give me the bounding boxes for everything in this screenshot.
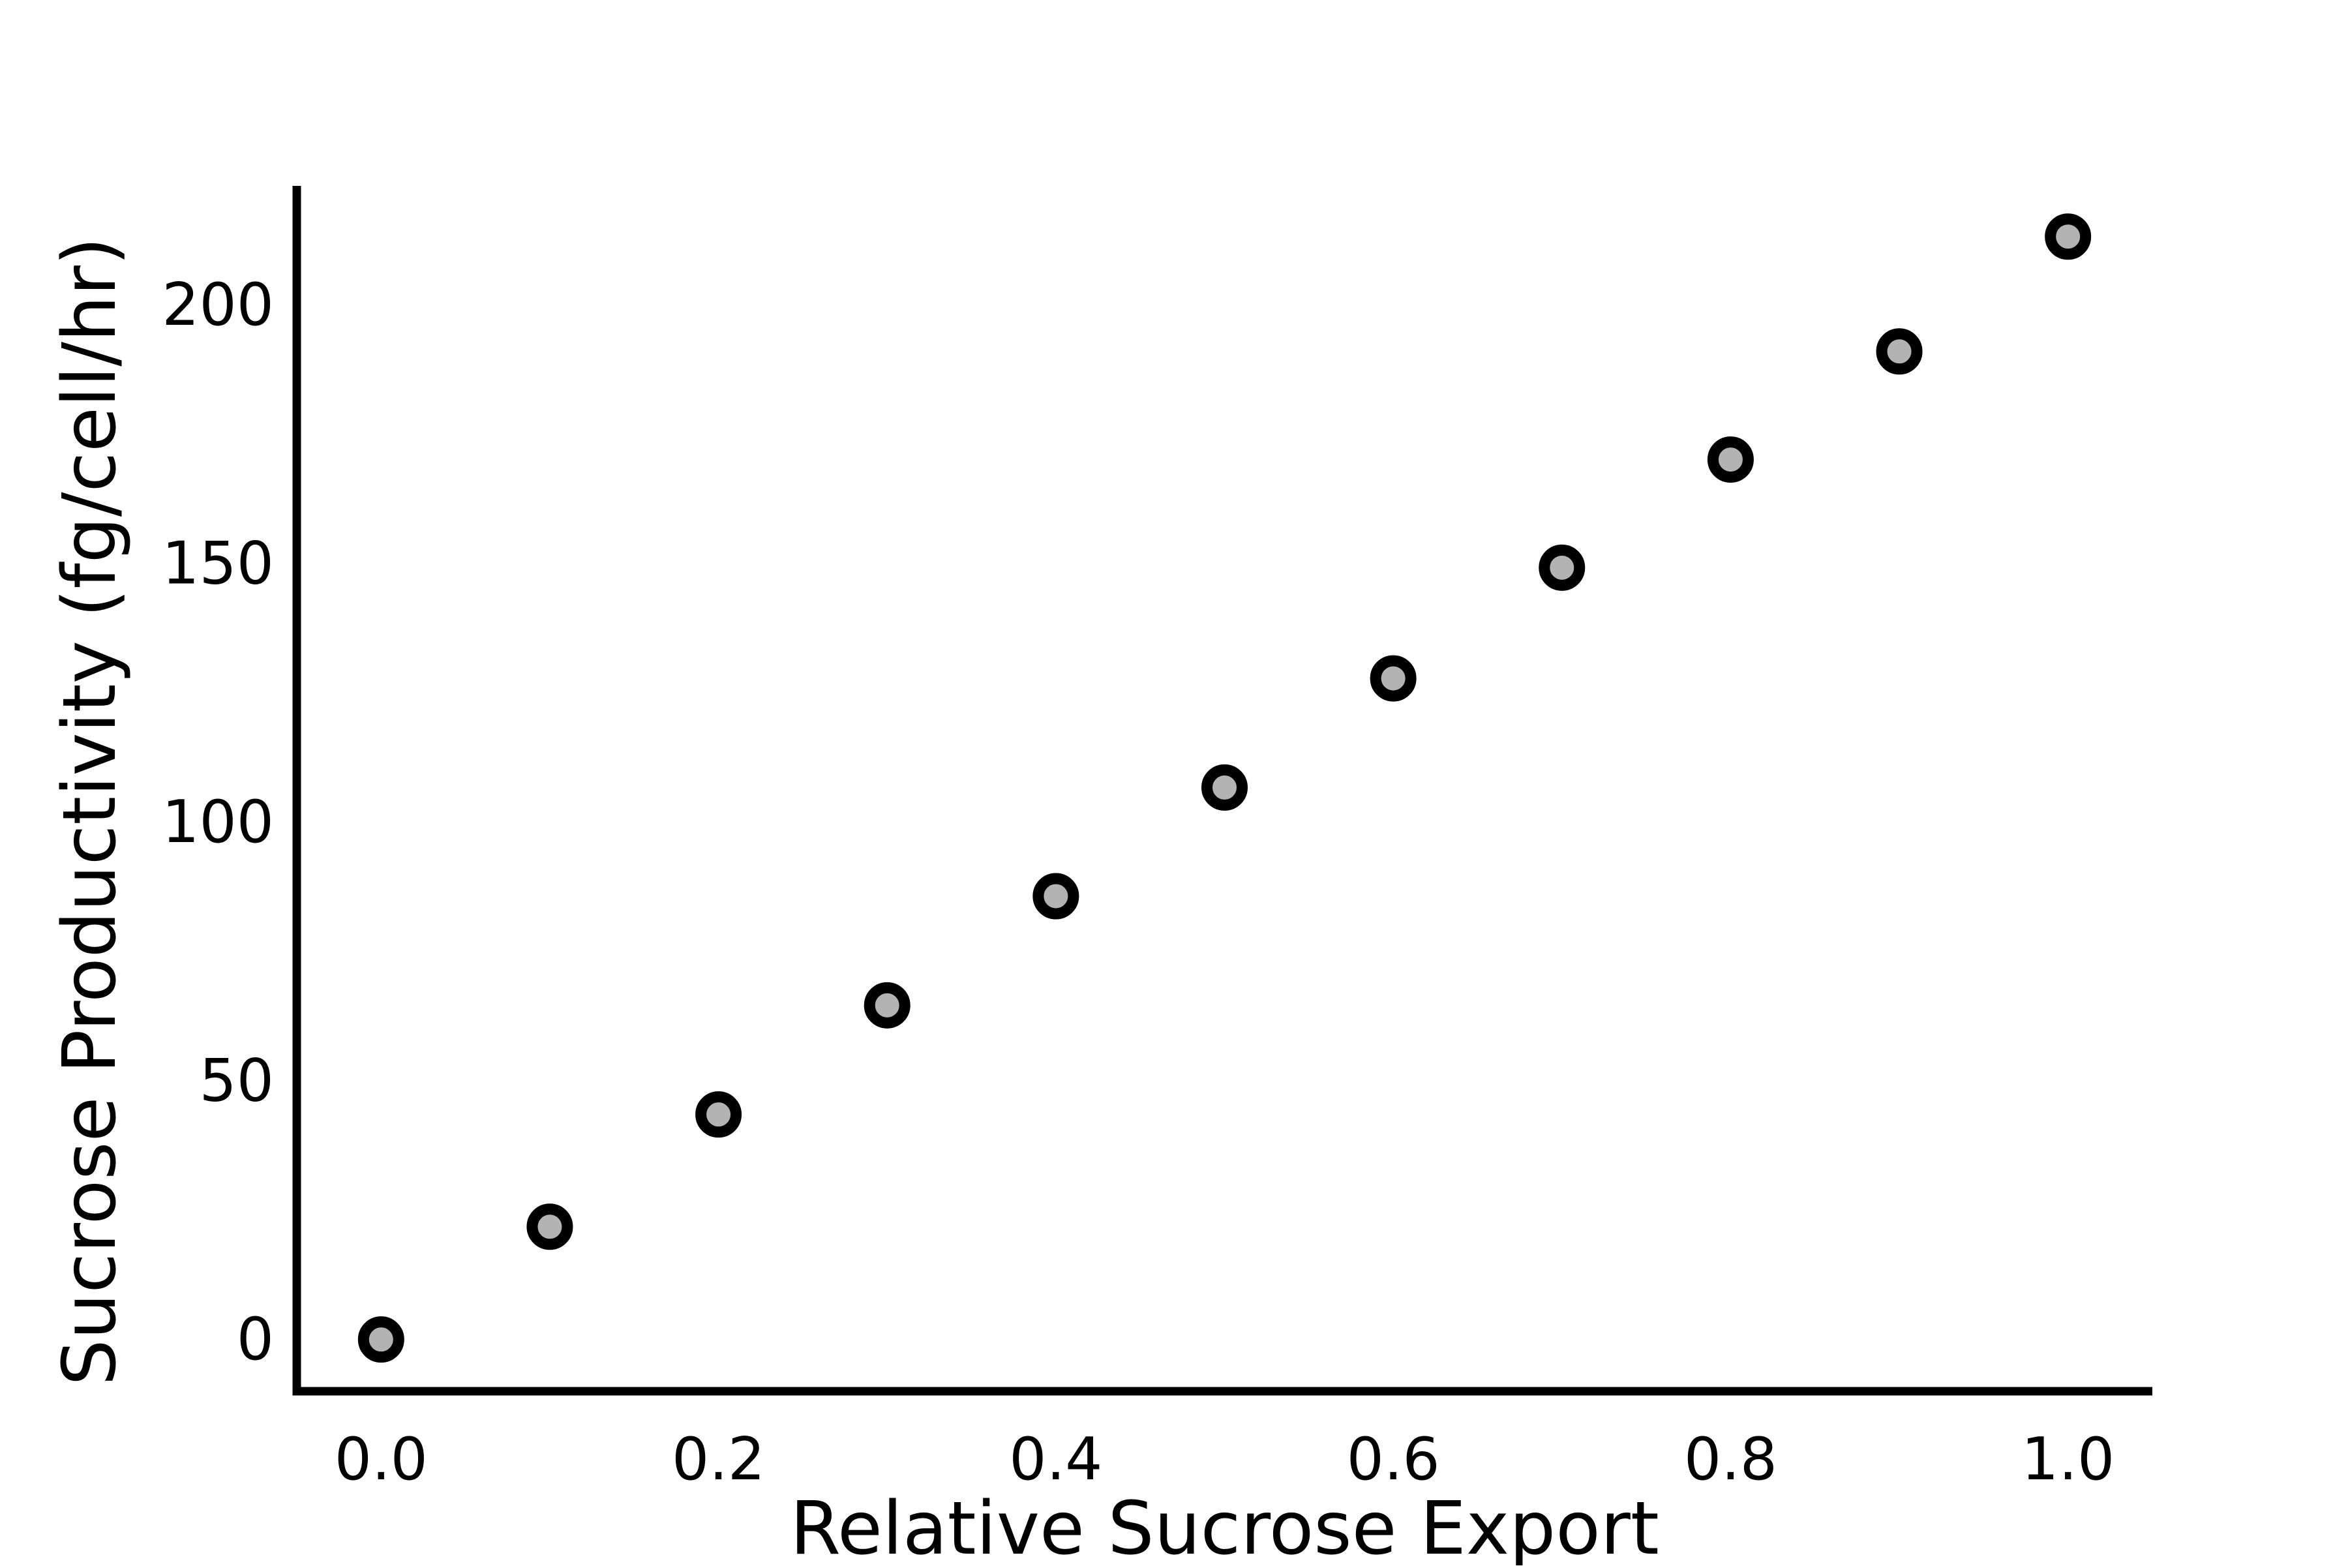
data-point: [1032, 873, 1079, 920]
data-point: [1876, 328, 1923, 375]
y-tick-label: 150: [162, 529, 274, 597]
y-tick-label: 50: [199, 1047, 274, 1115]
data-point: [2045, 213, 2092, 260]
data-point: [695, 1091, 742, 1138]
x-axis-label: Relative Sucrose Export: [790, 1486, 1659, 1565]
x-tick-label: 0.4: [1009, 1425, 1102, 1494]
x-tick-label: 0.6: [1347, 1425, 1440, 1494]
y-tick-label: 200: [162, 271, 274, 339]
y-tick-label: 0: [237, 1305, 274, 1374]
x-tick-label: 0.2: [672, 1425, 765, 1494]
data-point: [1201, 764, 1248, 811]
data-point: [1370, 655, 1417, 702]
x-tick-labels: 0.0 0.2 0.4 0.6 0.8 1.0: [335, 1425, 2115, 1494]
axes: [292, 186, 2152, 1396]
x-tick-label: 0.8: [1684, 1425, 1777, 1494]
y-tick-labels: 0 50 100 150 200: [162, 271, 274, 1374]
data-point: [1539, 544, 1586, 591]
data-point: [357, 1316, 404, 1363]
y-tick-label: 100: [162, 788, 274, 856]
data-point: [1707, 436, 1754, 483]
data-points: [357, 213, 2092, 1363]
x-tick-label: 1.0: [2021, 1425, 2115, 1494]
data-point: [526, 1203, 573, 1250]
y-axis-label: Sucrose Productivity (fg/cell/hr): [48, 237, 132, 1385]
data-point: [864, 982, 911, 1029]
x-tick-label: 0.0: [335, 1425, 428, 1494]
